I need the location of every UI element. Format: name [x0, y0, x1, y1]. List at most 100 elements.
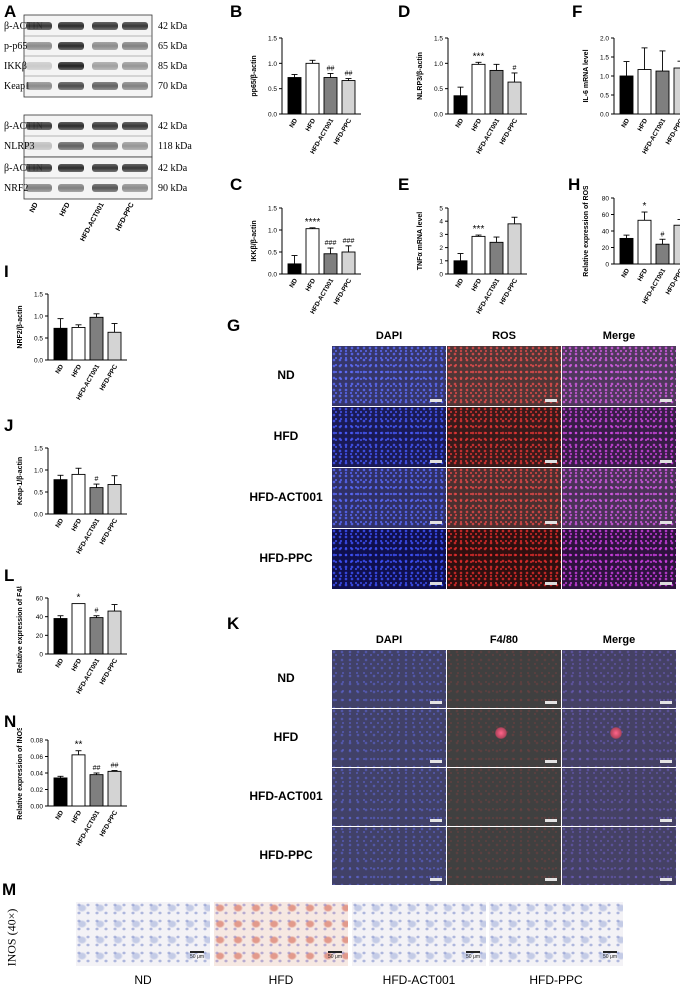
significance-mark: ##: [111, 763, 119, 770]
panel-letter-n: N: [4, 712, 17, 731]
panel-letter-k: K: [227, 614, 240, 633]
micrograph-tile: [332, 529, 446, 589]
panel-letter-b: B: [230, 2, 243, 21]
panel-letter-m: M: [2, 880, 17, 899]
significance-mark: **: [75, 740, 83, 751]
y-tick-label: 0.02: [30, 787, 43, 794]
grid-row-label: ND: [277, 671, 295, 685]
ros-fluorescence-grid: DAPI ROS Merge ND HFD HFD-ACT001 HFD-PPC: [240, 330, 680, 600]
grid-col-header: Merge: [602, 634, 636, 646]
blot-band: [92, 82, 118, 90]
micrograph-tile: [447, 650, 561, 708]
x-tick-label: HFD-PPC: [333, 277, 354, 306]
ihc-ylabel: INOS (40×): [4, 908, 19, 967]
x-tick-label: HFD: [70, 363, 83, 378]
f480-positive-cell: [495, 727, 507, 739]
y-tick-label: 1.0: [600, 74, 609, 81]
significance-mark: *: [643, 201, 647, 212]
bar-hfd: [305, 228, 320, 275]
micrograph-tile: [562, 768, 676, 826]
ihc-tile: 50 μm: [76, 902, 210, 966]
panel-letter-l: L: [4, 566, 15, 585]
x-tick-label: ND: [454, 277, 465, 289]
bar-nd: [619, 237, 634, 265]
bar-hfd-act001: [655, 243, 670, 265]
blot-band: [26, 184, 52, 192]
grid-col-header: ROS: [492, 330, 516, 342]
x-tick-label: HFD: [304, 277, 317, 292]
blot-kda-label: 65 kDa: [158, 41, 188, 52]
x-tick-label: HFD: [70, 657, 83, 672]
micrograph-tile: [562, 650, 676, 708]
bar-hfd: [71, 603, 86, 655]
micrograph-tile: [332, 709, 446, 767]
bar-nd: [287, 263, 302, 275]
y-tick-label: 0: [439, 272, 443, 279]
chart-inos: Relative expression of INOS 0.00 0.02 0.04 0…: [17, 728, 127, 847]
bar-hfd-act001: [655, 70, 670, 115]
scale-bar: [430, 760, 442, 763]
bar-hfd-ppc: [341, 251, 356, 275]
scale-bar: [430, 819, 442, 822]
ihc-group-label: HFD-ACT001: [382, 973, 456, 987]
scale-bar: [660, 701, 672, 704]
scale-bar: [430, 701, 442, 704]
blot-kda-label: 118 kDa: [158, 141, 192, 152]
micrograph-tile: [562, 346, 676, 406]
x-tick-label: HFD: [636, 117, 649, 132]
blot-band: [92, 142, 118, 150]
panel-letter-f: F: [572, 2, 583, 21]
grid-col-header: Merge: [602, 330, 636, 342]
x-tick-label: ND: [620, 267, 631, 279]
x-tick-label: HFD: [70, 809, 83, 824]
bar-hfd-act001: [89, 487, 104, 515]
ihc-scale-bar: 50 μm: [466, 951, 480, 960]
x-tick-label: HFD: [304, 117, 317, 132]
y-axis-label: Relative expression of INOS: [17, 728, 24, 820]
y-tick-label: 0.5: [268, 250, 277, 257]
y-axis-label: NLRP3/β-actin: [417, 52, 424, 100]
y-tick-label: 1.5: [268, 206, 277, 213]
y-axis-label: IL-6 mRNA level: [583, 49, 590, 102]
panel-letter-d: D: [398, 2, 411, 21]
y-axis-label: IKKβ/β-actin: [251, 220, 258, 261]
y-axis-label: TNFα mRNA level: [417, 212, 424, 271]
significance-mark: ##: [327, 65, 335, 72]
western-blot: β-ACTIN 42 kDa p-p65 65 kDa IKKβ 85 kDa Keap1 7…: [4, 14, 192, 243]
y-tick-label: 0: [605, 262, 609, 269]
y-tick-label: 0.0: [268, 112, 277, 119]
x-tick-label: ND: [54, 657, 65, 669]
scale-bar: [545, 701, 557, 704]
blot-kda-label: 90 kDa: [158, 183, 188, 194]
scale-bar: [545, 582, 557, 585]
y-tick-label: 0.5: [268, 86, 277, 93]
micrograph-tile: [447, 407, 561, 467]
x-tick-label: HFD: [70, 517, 83, 532]
blot-band: [92, 122, 118, 130]
x-tick-label: HFD-PPC: [99, 363, 120, 392]
x-tick-label: HFD-PPC: [99, 809, 120, 838]
grid-row-label: ND: [277, 368, 295, 382]
inos-ihc-panel: INOS (40×) 50 μm ND 50 μm HFD 50 μm HFD-ACT00…: [0, 898, 680, 991]
blot-band: [58, 122, 84, 130]
f480-fluorescence-grid: DAPI F4/80 Merge ND HFD HFD-ACT001 HFD-PPC: [240, 634, 680, 885]
scale-bar: [545, 460, 557, 463]
bar-hfd-act001: [89, 774, 104, 807]
blot-kda-label: 42 kDa: [158, 21, 188, 32]
grid-row-label: HFD: [273, 429, 299, 443]
blot-kda-label: 42 kDa: [158, 121, 188, 132]
bar-nd: [453, 95, 468, 115]
x-tick-label: ND: [288, 277, 299, 289]
y-tick-label: 1.0: [268, 228, 277, 235]
scale-bar: [660, 582, 672, 585]
y-tick-label: 1: [439, 258, 443, 265]
x-tick-label: HFD-PPC: [499, 277, 520, 306]
bar-hfd-ppc: [107, 610, 122, 655]
y-tick-label: 1.5: [434, 36, 443, 43]
blot-band: [122, 22, 148, 30]
scale-bar: [430, 460, 442, 463]
y-axis-label: Relative expression of F4/80: [17, 586, 24, 673]
bar-hfd: [71, 754, 86, 807]
ihc-tile: 50 μm: [352, 902, 486, 966]
